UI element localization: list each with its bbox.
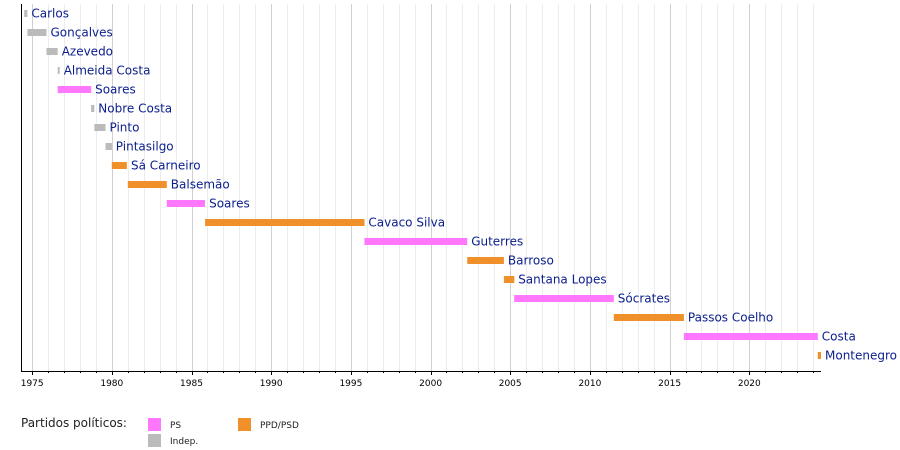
term-label-goncalves: Gonçalves <box>51 26 113 40</box>
term-bar-santana-lopes <box>503 276 515 283</box>
term-label-montenegro: Montenegro <box>825 349 897 363</box>
term-label-santana-lopes: Santana Lopes <box>518 273 606 287</box>
term-label-pinto: Pinto <box>110 121 140 135</box>
term-bar-goncalves <box>27 29 47 36</box>
term-bar-pinto <box>94 124 106 131</box>
term-label-azevedo: Azevedo <box>62 45 113 59</box>
term-bar-azevedo <box>46 48 58 55</box>
term-bar-nobre-costa <box>91 105 95 112</box>
term-label-nobre-costa: Nobre Costa <box>98 102 172 116</box>
x-tick-label: 2000 <box>419 379 442 389</box>
term-bar-carlos <box>24 10 28 17</box>
legend-title: Partidos políticos: <box>21 416 127 430</box>
term-bar-sa-carneiro <box>111 162 127 169</box>
term-label-pintasilgo: Pintasilgo <box>116 140 174 154</box>
gridlines <box>32 4 814 371</box>
term-label-soares: Soares <box>209 197 250 211</box>
legend-swatch <box>148 418 161 431</box>
term-bar-cavaco-silva <box>205 219 365 226</box>
x-tick-label: 1995 <box>339 379 362 389</box>
x-tick-label: 1980 <box>100 379 123 389</box>
term-label-soares: Soares <box>95 83 136 97</box>
term-label-passos-coelho: Passos Coelho <box>688 311 773 325</box>
x-tick-label: 1990 <box>260 379 283 389</box>
legend-swatch <box>238 418 251 431</box>
term-label-guterres: Guterres <box>471 235 523 249</box>
term-label-balsemao: Balsemão <box>171 178 230 192</box>
term-bar-pintasilgo <box>105 143 112 150</box>
term-bar-soares <box>166 200 205 207</box>
term-label-almeida-costa: Almeida Costa <box>64 64 151 78</box>
term-bar-soares <box>57 86 92 93</box>
term-label-costa: Costa <box>822 330 856 344</box>
term-bars <box>24 10 821 359</box>
legend-swatch <box>148 434 161 447</box>
term-label-carlos: Carlos <box>31 7 69 21</box>
x-tick-label: 2010 <box>578 379 601 389</box>
term-bar-barroso <box>467 257 504 264</box>
x-axis: 1975 1980 1985 1990 1995 2000 2005 2010 2015 2020 <box>21 4 821 389</box>
term-bar-balsemao <box>127 181 167 188</box>
term-bar-socrates <box>514 295 614 302</box>
x-tick-label: 2005 <box>499 379 522 389</box>
term-label-barroso: Barroso <box>508 254 554 268</box>
term-bar-almeida-costa <box>57 67 60 74</box>
term-labels: Carlos Gonçalves Azevedo Almeida Costa Soare… <box>31 7 897 363</box>
x-tick-label: 2015 <box>658 379 681 389</box>
legend-label: PPD/PSD <box>260 421 299 431</box>
term-label-cavaco-silva: Cavaco Silva <box>368 216 445 230</box>
term-label-socrates: Sócrates <box>618 292 670 306</box>
x-tick-label: 1975 <box>21 379 44 389</box>
x-tick-label: 2020 <box>738 379 761 389</box>
term-bar-montenegro <box>817 352 821 359</box>
x-tick-label: 1985 <box>180 379 203 389</box>
legend: Partidos políticos: PS PPD/PSD Indep. <box>21 416 299 447</box>
term-bar-passos-coelho <box>613 314 684 321</box>
term-bar-costa <box>683 333 818 340</box>
legend-label: Indep. <box>170 437 198 447</box>
term-label-sa-carneiro: Sá Carneiro <box>131 159 201 173</box>
term-bar-guterres <box>364 238 468 245</box>
legend-label: PS <box>170 421 181 431</box>
